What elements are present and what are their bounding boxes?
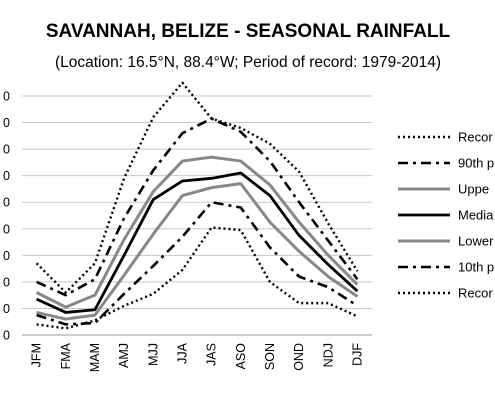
gridlines (22, 95, 372, 336)
x-tick-label: OND (292, 343, 306, 371)
y-tick-label: 0 (3, 169, 10, 183)
legend-label: Lower (458, 234, 494, 249)
series-line (36, 171, 359, 314)
y-tick-label: 0 (3, 302, 10, 316)
chart-subtitle: (Location: 16.5°N, 88.4°W; Period of rec… (55, 54, 441, 71)
legend-label: Recor (458, 286, 493, 301)
y-tick-label: 0 (3, 249, 10, 263)
x-tick-label: ASO (234, 343, 248, 370)
series-line (35, 81, 359, 294)
series-line (36, 200, 359, 326)
series-lines (35, 81, 359, 330)
y-tick-label: 0 (3, 143, 10, 157)
y-tick-label: 0 (3, 222, 10, 236)
series-line (36, 182, 359, 321)
x-tick-label: FMA (59, 342, 73, 369)
x-tick-label: DJF (350, 343, 364, 366)
x-tick-label: JAS (205, 343, 219, 366)
y-axis-ticks: 0 0 0 0 0 0 0 0 0 0 (3, 90, 10, 343)
x-tick-label: MJJ (146, 343, 160, 366)
legend-label: Media (458, 208, 494, 223)
x-tick-label: JJA (175, 342, 189, 364)
y-tick-label: 0 (3, 329, 10, 343)
x-tick-label: AMJ (117, 343, 131, 368)
legend-label: 10th p (458, 260, 494, 275)
series-line (35, 155, 359, 309)
x-tick-label: NDJ (321, 343, 335, 367)
y-tick-label: 0 (3, 90, 10, 104)
x-tick-label: JFM (30, 343, 44, 367)
legend-label: Recor (458, 130, 493, 145)
x-axis-ticks: JFM FMA MAM AMJ MJJ JJA JAS ASO SON OND NDJ DJF (30, 342, 365, 372)
x-tick-label: MAM (88, 343, 102, 372)
legend-label: Uppe (458, 182, 489, 197)
y-tick-label: 0 (3, 275, 10, 289)
x-tick-label: SON (263, 343, 277, 370)
y-tick-label: 0 (3, 196, 10, 210)
series-line (36, 117, 359, 297)
series-line (36, 226, 358, 330)
y-tick-label: 0 (3, 116, 10, 130)
chart-title: SAVANNAH, BELIZE - SEASONAL RAINFALL (46, 21, 451, 42)
legend: Recor 90th p Uppe Media Lower 10th p Recor (398, 130, 494, 301)
legend-label: 90th p (458, 156, 494, 171)
